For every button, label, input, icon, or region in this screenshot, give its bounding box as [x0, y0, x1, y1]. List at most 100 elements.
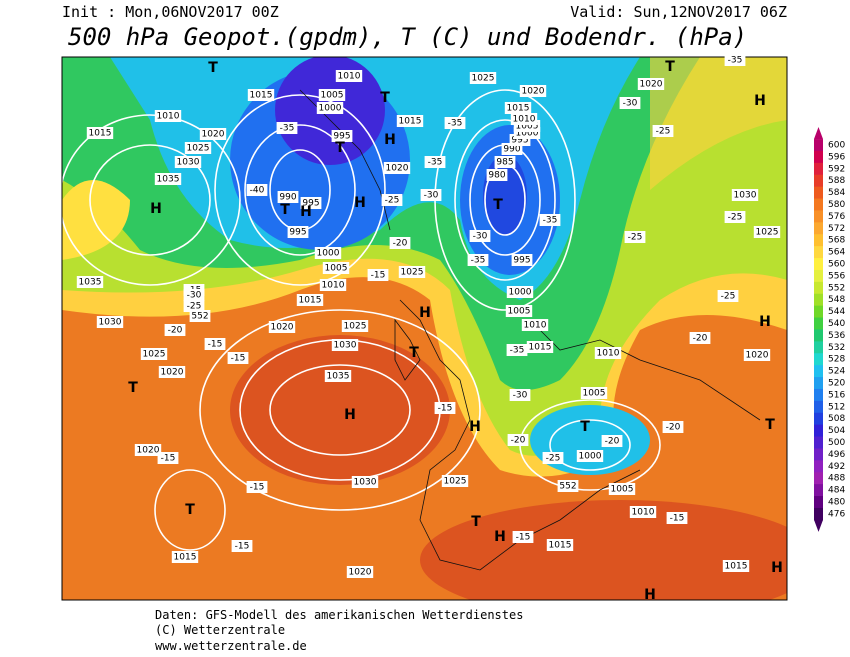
colorbar-cell: [814, 246, 823, 259]
colorbar-label: 532: [828, 343, 845, 353]
contour-label: 1005: [583, 389, 606, 399]
pressure-center: T: [580, 419, 590, 435]
contour-label: -15: [516, 533, 531, 543]
label-box: [316, 102, 344, 114]
pressure-center: H: [419, 305, 431, 321]
label-box: [158, 366, 186, 378]
label-box: [154, 110, 182, 122]
label-box: [319, 279, 347, 291]
contour-label: 985: [496, 158, 513, 168]
pressure-center: T: [335, 140, 345, 156]
contour-label: 1020: [137, 446, 160, 456]
contour-label: 1015: [725, 562, 748, 572]
label-box: [619, 97, 641, 109]
colorbar-cell: [814, 436, 823, 449]
contour-label: 1010: [322, 281, 345, 291]
label-box: [731, 189, 759, 201]
contour-label: -15: [371, 271, 386, 281]
colorbar-label: 504: [828, 426, 845, 436]
contour-label: -20: [393, 239, 408, 249]
contour-label: -20: [168, 326, 183, 336]
label-box: [724, 54, 746, 66]
pressure-center: H: [754, 93, 766, 109]
colorbar-label: 600: [828, 141, 845, 151]
pressure-center: H: [771, 560, 783, 576]
pressure-center: H: [469, 419, 481, 435]
label-box: [331, 339, 359, 351]
contour-label: -20: [693, 334, 708, 344]
colorbar-arrow: [814, 127, 823, 140]
label-box: [287, 226, 309, 238]
colorbar-arrow: [814, 519, 823, 532]
label-box: [247, 89, 275, 101]
pressure-center: T: [280, 202, 290, 218]
label-box: [396, 115, 424, 127]
colorbar-label: 516: [828, 390, 845, 400]
pressure-center: T: [380, 90, 390, 106]
label-box: [519, 85, 547, 97]
colorbar-label: 488: [828, 474, 845, 484]
contour-label: -35: [543, 216, 558, 226]
contour-label: 995: [511, 136, 528, 146]
label-box: [183, 300, 205, 312]
label-box: [486, 169, 508, 181]
colorbar-cell: [814, 448, 823, 461]
contour-label: 1035: [79, 278, 102, 288]
label-box: [171, 551, 199, 563]
valid-text: Valid: Sun,12NOV2017 06Z: [570, 3, 787, 21]
colorbar-cell: [814, 281, 823, 295]
contour-label: -15: [670, 514, 685, 524]
label-box: [96, 316, 124, 328]
contour-label: 1025: [344, 322, 367, 332]
label-box: [300, 197, 322, 209]
label-box: [420, 189, 442, 201]
contour-label: 980: [488, 171, 505, 181]
contour-label: 1020: [386, 164, 409, 174]
colorbar-label: 596: [828, 152, 845, 162]
contour-label: -15: [438, 404, 453, 414]
pressure-center: T: [471, 514, 481, 530]
label-box: [689, 332, 711, 344]
contour-label: 995: [289, 228, 306, 238]
contour-label: 1010: [597, 349, 620, 359]
label-box: [199, 128, 227, 140]
label-box: [504, 102, 532, 114]
label-box: [557, 480, 579, 492]
contour-label: 1000: [516, 129, 539, 139]
colorbar-cell: [814, 412, 823, 426]
label-box: [277, 191, 299, 203]
label-box: [268, 321, 296, 333]
label-box: [346, 566, 374, 578]
label-box: [157, 452, 179, 464]
label-box: [276, 122, 298, 134]
label-box: [601, 435, 623, 447]
contour-label: 1035: [327, 372, 350, 382]
label-box: [324, 370, 352, 382]
pressure-center: H: [344, 407, 356, 423]
label-box: [666, 512, 688, 524]
pressure-center: T: [208, 60, 218, 76]
label-box: [246, 481, 268, 493]
colorbar-cell: [814, 269, 823, 283]
label-box: [134, 444, 162, 456]
contour-label: 1010: [338, 72, 361, 82]
label-box: [140, 348, 168, 360]
colorbar-cell: [814, 388, 823, 402]
contour-label: 1015: [507, 104, 530, 114]
colorbar-cell: [814, 258, 823, 271]
colorbar-cell: [814, 341, 823, 354]
contour-label: 1030: [334, 341, 357, 351]
contour-label: 1015: [529, 343, 552, 353]
colorbar-cell: [814, 365, 823, 378]
label-box: [546, 539, 574, 551]
colorbar-cell: [814, 329, 823, 342]
contour-label: 1000: [317, 249, 340, 259]
label-box: [183, 289, 205, 301]
map-labels: 101510101020102510301035H103510301025102…: [76, 54, 783, 603]
label-box: [511, 254, 533, 266]
contour-label: -25: [385, 196, 400, 206]
contour-label: 1030: [99, 318, 122, 328]
colorbar-cell: [814, 234, 823, 247]
colorbar-label: 500: [828, 438, 845, 448]
